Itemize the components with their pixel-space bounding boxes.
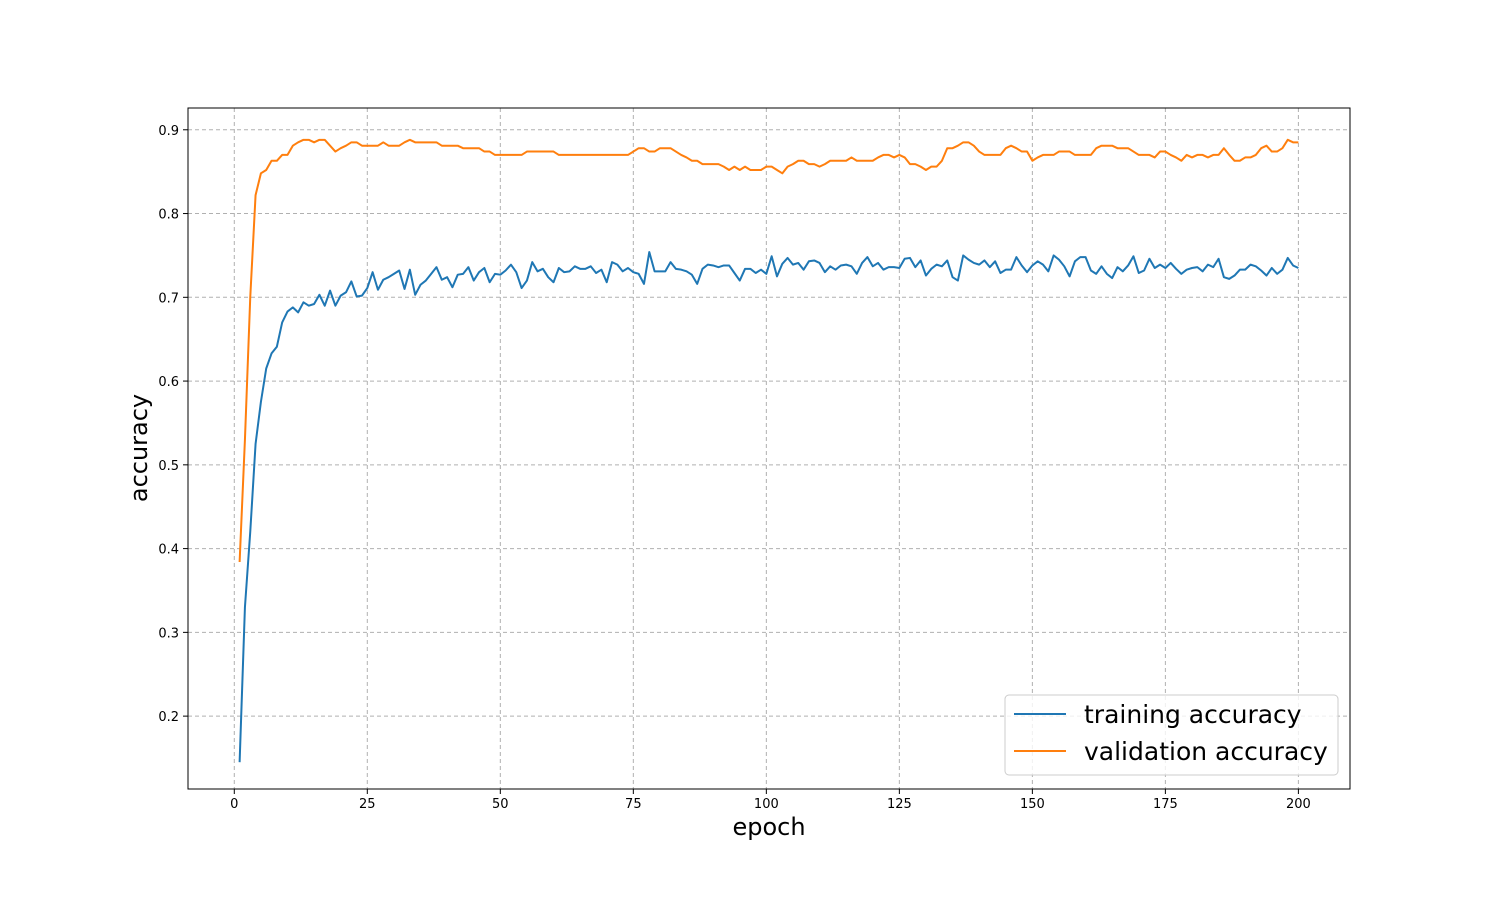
y-axis-label: accuracy (125, 394, 153, 502)
legend-label-training: training accuracy (1084, 700, 1302, 729)
legend-label-validation: validation accuracy (1084, 737, 1328, 766)
y-tick-label: 0.8 (158, 208, 179, 223)
y-tick-label: 0.6 (158, 375, 179, 390)
y-tick-label: 0.3 (158, 626, 179, 641)
x-tick-label: 75 (625, 797, 642, 812)
plot-frame (187, 107, 1351, 790)
legend: training accuracy validation accuracy (1004, 694, 1339, 776)
x-tick-label: 0 (230, 797, 238, 812)
x-tick-label: 150 (1020, 797, 1045, 812)
x-tick-label: 50 (492, 797, 509, 812)
x-tick-label: 100 (754, 797, 779, 812)
y-tick-label: 0.5 (158, 459, 179, 474)
series-lines (238, 138, 1299, 763)
y-tick-label: 0.9 (158, 124, 179, 139)
x-tick-label: 25 (359, 797, 376, 812)
axis-ticks: 0 25 50 75 100 125 150 175 200 0.2 0.3 0.4 0.5 0.6 0.7… (158, 124, 1310, 812)
y-tick-label: 0.2 (158, 710, 179, 725)
x-axis-label: epoch (732, 813, 805, 841)
x-tick-label: 200 (1286, 797, 1311, 812)
grid-lines (188, 108, 1350, 789)
validation-accuracy-line (238, 138, 1299, 563)
y-tick-label: 0.4 (158, 543, 179, 558)
legend-box (1004, 694, 1339, 776)
training-accuracy-line (238, 251, 1299, 763)
y-tick-label: 0.7 (158, 291, 179, 306)
x-tick-label: 175 (1153, 797, 1178, 812)
x-tick-label: 125 (887, 797, 912, 812)
